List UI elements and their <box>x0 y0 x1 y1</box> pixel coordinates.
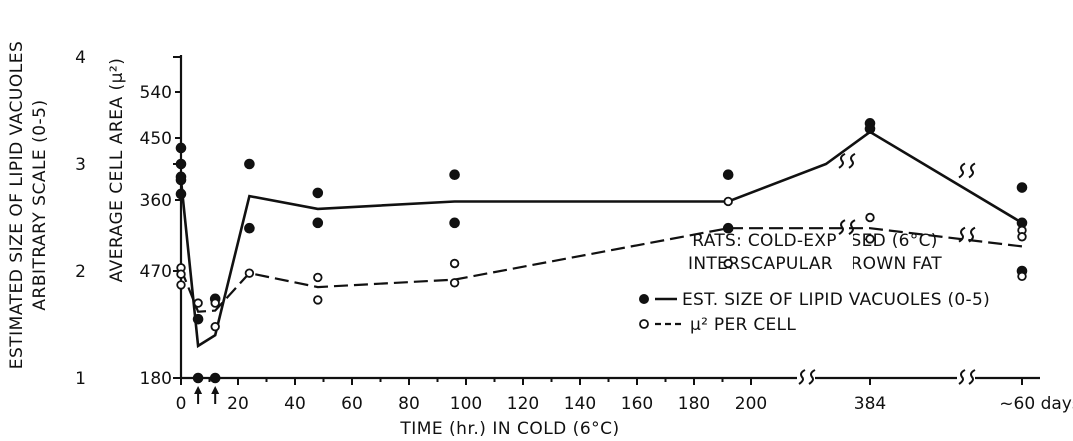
x-tick-label: 60 <box>341 394 363 414</box>
point-lipid <box>312 217 324 229</box>
legend-title: RATS: COLD-EXPOSED (6°C) <box>692 231 937 251</box>
arrow-head <box>211 386 220 394</box>
line-gap <box>957 60 973 280</box>
x-axis-break <box>968 369 976 385</box>
point-lipid <box>449 169 460 180</box>
legend-subtitle: INTERSCAPULAR BROWN FAT <box>688 254 942 274</box>
axes <box>179 55 1040 380</box>
point-area <box>176 269 186 279</box>
x-axis-break <box>958 369 966 385</box>
point-area <box>1017 271 1027 282</box>
point-area <box>193 298 203 308</box>
legend-item-area: μ² PER CELL <box>639 315 796 335</box>
point-area <box>723 196 733 207</box>
legend-item-lipid: EST. SIZE OF LIPID VACUOLES (0-5) <box>639 290 990 310</box>
line-break-lipid <box>958 162 966 179</box>
x-tick-label: 200 <box>735 394 767 414</box>
y-axis-title-area: AVERAGE CELL AREA (μ²) <box>107 58 127 283</box>
point-area <box>1017 232 1027 242</box>
x-tick-label: ~60 days <box>999 394 1073 414</box>
x-tick-label: 100 <box>450 394 482 414</box>
line-break-lipid <box>968 162 976 179</box>
point-area <box>244 268 255 278</box>
x-tick-label: 0 <box>176 394 187 414</box>
y-area-tick-label: 180 <box>140 369 172 389</box>
point-lipid <box>209 372 221 384</box>
x-tick-label: 80 <box>398 394 420 414</box>
x-tick-label: 140 <box>564 394 596 414</box>
point-lipid <box>175 158 187 170</box>
point-lipid <box>175 142 187 154</box>
x-tick-label: 120 <box>507 394 539 414</box>
point-area <box>176 280 186 290</box>
line-break-lipid <box>848 152 856 169</box>
point-lipid <box>175 174 187 186</box>
arrow-head <box>194 386 203 394</box>
line-break-lipid <box>838 152 846 169</box>
point-lipid <box>244 158 255 170</box>
legend-filled-marker <box>639 294 649 304</box>
axis-breaks <box>797 60 976 385</box>
point-lipid <box>312 187 324 199</box>
series-lipid-line <box>179 130 1023 349</box>
line-gap <box>837 60 853 280</box>
x-tick-label: 180 <box>678 394 710 414</box>
point-lipid <box>244 222 255 234</box>
ticks: 1 2 3 4 180 470 360 450 540 0 20 40 60 80 100 120 140 160… <box>75 48 1073 414</box>
point-lipid <box>722 169 734 180</box>
y-area-tick-label: 360 <box>140 191 172 211</box>
y-left-tick-label: 4 <box>75 48 86 68</box>
point-lipid <box>864 123 876 134</box>
x-tick-label: 40 <box>284 394 306 414</box>
point-lipid <box>192 313 204 325</box>
data-points <box>175 118 1028 404</box>
legend-label-area: μ² PER CELL <box>690 315 796 335</box>
y-area-tick-label: 540 <box>140 83 172 103</box>
point-lipid <box>722 222 734 234</box>
point-lipid <box>192 372 204 384</box>
point-area <box>313 295 323 305</box>
point-area <box>210 321 220 332</box>
x-tick-label: 384 <box>854 394 886 414</box>
y-axis-title-left-line1: ESTIMATED SIZE OF LIPID VACUOLES <box>7 41 27 370</box>
point-lipid <box>449 217 460 229</box>
x-axis-title: TIME (hr.) IN COLD (6°C) <box>399 419 619 439</box>
y-area-tick-label: 470 <box>140 262 172 282</box>
series-area-line <box>179 227 1023 313</box>
x-axis-break <box>808 369 816 385</box>
point-area <box>313 272 323 283</box>
point-area <box>449 258 460 269</box>
point-area <box>723 258 733 269</box>
point-area <box>865 234 875 244</box>
y-left-tick-label: 3 <box>75 155 86 175</box>
legend-open-marker <box>639 319 649 329</box>
x-tick-label: 160 <box>621 394 653 414</box>
y-area-tick-label: 450 <box>140 129 172 149</box>
point-area <box>865 212 875 223</box>
x-axis-break <box>798 369 806 385</box>
y-axis-title-left-line2: ARBITRARY SCALE (0-5) <box>30 99 50 310</box>
legend-label-lipid: EST. SIZE OF LIPID VACUOLES (0-5) <box>682 290 990 310</box>
series-lines <box>179 130 1023 349</box>
point-lipid <box>175 188 187 200</box>
y-left-tick-label: 2 <box>75 262 86 282</box>
point-lipid <box>1016 182 1028 193</box>
y-left-tick-label: 1 <box>75 369 86 389</box>
point-area <box>210 298 220 308</box>
point-area <box>449 278 460 288</box>
x-tick-label: 20 <box>227 394 249 414</box>
